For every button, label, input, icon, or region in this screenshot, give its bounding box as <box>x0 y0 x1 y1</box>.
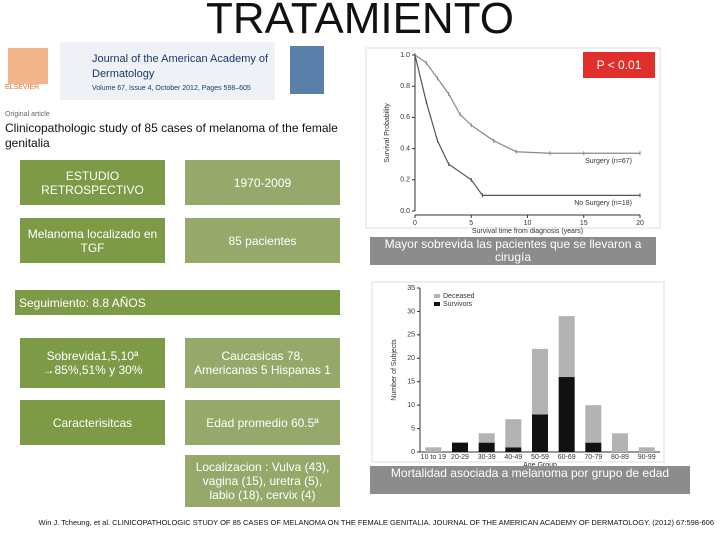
x-tick-label: 10 to 19 <box>421 454 446 461</box>
bar-segment <box>505 447 522 452</box>
slide-title: TRATAMIENTO <box>206 0 514 43</box>
y-axis-label: Number of Subjects <box>391 339 398 401</box>
table-cell: Caracterisitcas <box>20 400 165 445</box>
bar-segment <box>532 414 548 452</box>
table-cell: Edad promedio 60.5ª <box>185 400 340 445</box>
table-cell: 1970-2009 <box>185 160 340 205</box>
bar-segment <box>425 447 442 452</box>
legend-swatch <box>434 302 440 306</box>
bar-figure-frame <box>371 281 665 463</box>
x-tick-label: 10 <box>524 220 532 227</box>
journal-name: Journal of the American Academy of Derma… <box>92 53 269 80</box>
y-tick-label: 0.8 <box>400 83 410 90</box>
publisher: ELSEVIER <box>5 84 40 91</box>
journal-volume: Volume 67, Issue 4, October 2012, Pages … <box>92 85 251 92</box>
x-axis-label: Survival time from diagnosis (years) <box>472 228 583 235</box>
x-tick-label: 40-49 <box>504 454 522 461</box>
y-tick-label: 20 <box>407 355 415 362</box>
journal-cover <box>290 46 324 94</box>
x-tick-label: 70-79 <box>584 454 602 461</box>
table-cell: Sobrevida1,5,10ª →85%,51% y 30% <box>20 338 165 388</box>
y-tick-label: 0.6 <box>400 114 410 121</box>
y-tick-label: 0.4 <box>400 145 410 152</box>
bar-segment <box>585 442 602 452</box>
x-tick-label: 90-99 <box>638 454 656 461</box>
bar-segment <box>478 442 495 452</box>
y-tick-label: 1.0 <box>400 52 410 59</box>
p-value-badge: P < 0.01 <box>583 52 655 78</box>
caption: Mayor sobrevida las pacientes que se lle… <box>370 237 656 265</box>
y-tick-label: 0.2 <box>400 177 410 184</box>
x-tick-label: 0 <box>413 220 417 227</box>
table-cell: 85 pacientes <box>185 218 340 263</box>
y-tick-label: 0.0 <box>400 208 410 215</box>
bar-segment <box>585 405 602 443</box>
table-cell: ESTUDIO RETROSPECTIVO <box>20 160 165 205</box>
y-axis-label: Survival Probability <box>384 103 391 163</box>
x-tick-label: 15 <box>580 220 588 227</box>
y-tick-label: 0 <box>411 449 415 456</box>
journal-banner <box>60 42 275 100</box>
x-tick-label: 20 <box>636 220 644 227</box>
x-tick-label: 50-59 <box>531 454 549 461</box>
legend-label: Deceased <box>443 293 475 300</box>
bar-segment <box>505 419 522 448</box>
caption: Mortalidad asociada a melanoma por grupo… <box>370 466 690 494</box>
y-tick-label: 10 <box>407 402 415 409</box>
article-title: Clinicopathologic study of 85 cases of m… <box>5 121 338 150</box>
bar-segment <box>558 377 575 452</box>
table-cell: Melanoma localizado en TGF <box>20 218 165 263</box>
bar-segment <box>612 433 628 452</box>
table-cell: Localizacion : Vulva (43), vagina (15), … <box>185 455 340 507</box>
bar-segment <box>558 316 575 378</box>
legend-label: Survivors <box>443 301 473 308</box>
x-tick-label: 60-69 <box>558 454 576 461</box>
series-label: No Surgery (n=18) <box>574 200 632 207</box>
legend-swatch <box>434 294 440 298</box>
x-axis-label: Age Group <box>523 462 557 469</box>
y-tick-label: 5 <box>411 425 415 432</box>
bar-segment <box>638 447 655 452</box>
x-tick-label: 5 <box>469 220 473 227</box>
bar-segment <box>532 348 548 415</box>
x-tick-label: 30-39 <box>478 454 496 461</box>
bar-segment <box>478 433 495 443</box>
citation: Win J. Tcheung, et al. CLINICOPATHOLOGIC… <box>38 518 714 527</box>
survival-figure-frame <box>365 47 661 229</box>
publisher-logo <box>8 48 48 84</box>
y-tick-label: 25 <box>407 332 415 339</box>
table-cell: Caucasicas 78, Americanas 5 Hispanas 1 <box>185 338 340 388</box>
y-tick-label: 15 <box>407 379 415 386</box>
series-label: Surgery (n=67) <box>585 158 632 165</box>
x-tick-label: 80-89 <box>611 454 629 461</box>
x-tick-label: 20-29 <box>451 454 469 461</box>
bar-segment <box>452 442 468 452</box>
y-tick-label: 30 <box>407 308 415 315</box>
followup-bar: Seguimiento: 8.8 AÑOS <box>15 290 340 315</box>
y-tick-label: 35 <box>407 285 415 292</box>
article-type: Original article <box>5 111 50 118</box>
